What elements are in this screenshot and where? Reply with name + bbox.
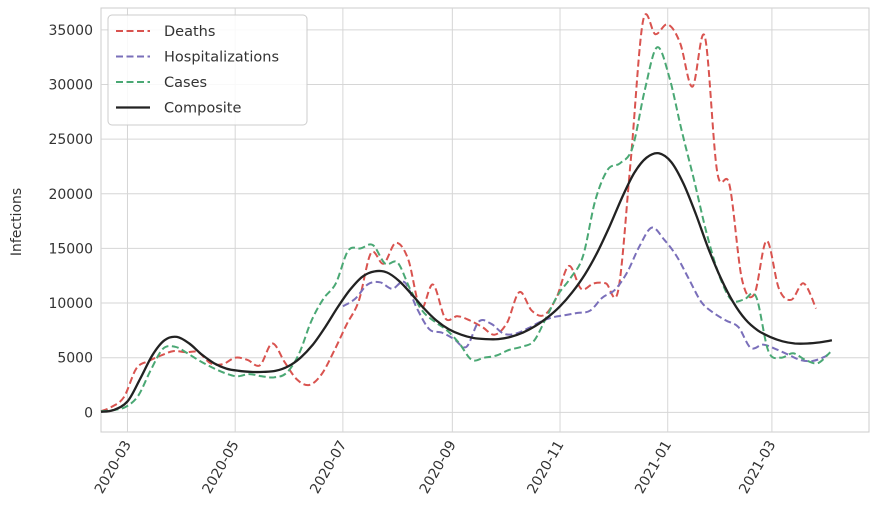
- y-tick-label: 15000: [48, 241, 93, 257]
- y-tick-label: 5000: [57, 351, 93, 367]
- y-tick-label: 10000: [48, 296, 93, 312]
- legend-label: Deaths: [164, 24, 215, 40]
- legend-label: Composite: [164, 101, 241, 117]
- legend-label: Hospitalizations: [164, 50, 279, 66]
- x-tick-label: 2021-01: [632, 438, 675, 497]
- x-tick-label: 2020-09: [417, 438, 460, 497]
- legend-label: Cases: [164, 75, 207, 91]
- x-tick-label: 2021-03: [736, 438, 779, 497]
- series-line-hospitalizations: [342, 226, 831, 363]
- x-tick-label: 2020-07: [307, 438, 350, 497]
- y-tick-label: 30000: [48, 77, 93, 93]
- y-tick-label: 25000: [48, 132, 93, 148]
- legend-box: [107, 14, 308, 126]
- series-line-composite: [100, 152, 833, 413]
- series-line-deaths: [100, 13, 817, 413]
- y-tick-label: 20000: [48, 187, 93, 203]
- y-tick-label: 0: [84, 405, 93, 421]
- legend: Deaths Hospitalizations Cases Composite: [107, 14, 308, 126]
- x-tick-label: 2020-05: [200, 438, 243, 497]
- y-tick-label: 35000: [48, 23, 93, 39]
- series-lines: [100, 13, 833, 413]
- y-axis-label: Infections: [9, 188, 25, 256]
- x-tick-label: 2020-03: [92, 438, 135, 497]
- x-tick-label: 2020-11: [524, 438, 567, 497]
- series-line-cases: [100, 46, 831, 413]
